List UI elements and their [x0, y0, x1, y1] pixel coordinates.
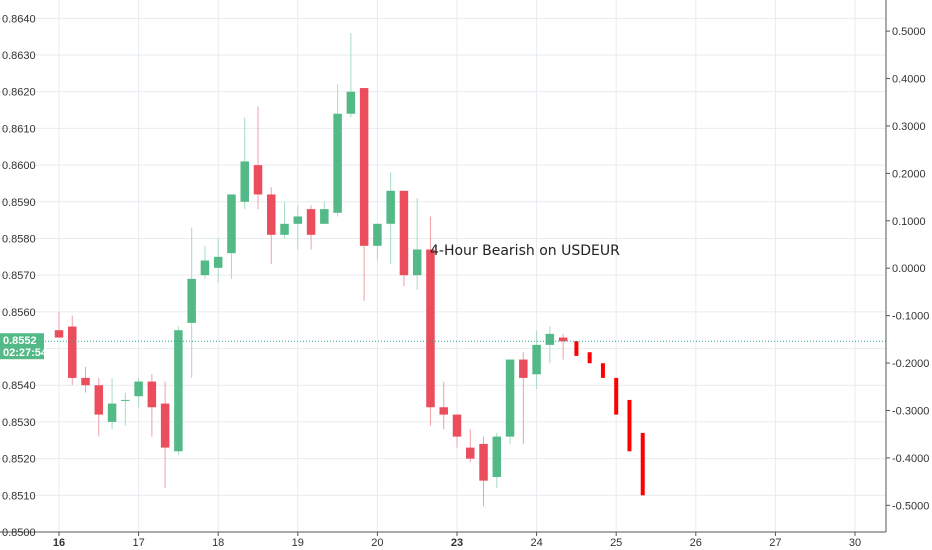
- x-tick-label: 20: [371, 537, 383, 549]
- last-price-label: 0.8552: [3, 335, 37, 347]
- y-right-tick-label: 0.0000: [892, 263, 926, 275]
- candle-body-up: [532, 344, 541, 375]
- projection-bar: [600, 363, 605, 378]
- candle-body-up: [346, 91, 356, 114]
- candle-body-down: [519, 359, 528, 378]
- candle-body-down: [81, 377, 90, 386]
- projection-bar: [640, 432, 645, 496]
- candle-body-down: [359, 88, 369, 246]
- x-tick-label: 16: [53, 537, 65, 549]
- candle-body-up: [320, 209, 329, 224]
- y-tick-label: 0.8530: [2, 417, 36, 429]
- y-right-tick-label: 0.4000: [892, 74, 926, 86]
- candle-body-up: [545, 333, 555, 345]
- candle-body-down: [160, 403, 170, 448]
- x-tick-label: 30: [849, 537, 861, 549]
- candle-body-down: [439, 407, 448, 415]
- x-tick-label: 17: [132, 537, 144, 549]
- candle-body-down: [399, 190, 409, 276]
- y-tick-label: 0.8560: [2, 307, 36, 319]
- x-tick-label: 18: [212, 537, 224, 549]
- candle-body-up: [492, 436, 502, 477]
- y-right-tick-label: -0.2000: [892, 358, 929, 370]
- projection-bar: [574, 341, 579, 356]
- countdown-label: 02:27:54: [3, 347, 48, 359]
- candle-body-up: [174, 330, 183, 452]
- y-tick-label: 0.8620: [2, 87, 36, 99]
- y-right-tick-label: 0.2000: [892, 168, 926, 180]
- candle-body-up: [187, 278, 196, 323]
- candle-body-down: [94, 385, 104, 415]
- y-tick-label: 0.8570: [2, 270, 36, 282]
- candle-body-down: [68, 326, 77, 378]
- projection-bar: [614, 377, 619, 415]
- chart-annotation: 4-Hour Bearish on USDEUR: [430, 243, 620, 259]
- y-right-tick-label: -0.3000: [892, 405, 929, 417]
- candle-body-down: [306, 209, 316, 235]
- y-tick-label: 0.8500: [2, 527, 36, 539]
- candle-body-down: [452, 414, 462, 437]
- left-price-axis: 0.85000.85100.85200.85300.85400.85500.85…: [2, 13, 36, 539]
- candle-body-up: [373, 223, 382, 246]
- candle-body-up: [412, 249, 422, 276]
- candle-body-up: [134, 381, 143, 397]
- candle-body-down: [147, 381, 157, 408]
- candle-body-down: [479, 443, 488, 481]
- y-tick-label: 0.8630: [2, 50, 36, 62]
- projection-bars: [574, 341, 645, 496]
- y-tick-label: 0.8640: [2, 13, 36, 25]
- y-tick-label: 0.8590: [2, 197, 36, 209]
- right-percent-axis: -0.5000 -0.4000 -0.3000 -0.2000 -0.1000 0.000…: [886, 26, 929, 512]
- y-tick-label: 0.8600: [2, 160, 36, 172]
- projection-bar: [587, 352, 592, 364]
- candle-body-up: [386, 190, 395, 224]
- x-tick-label: 26: [690, 537, 702, 549]
- x-tick-label: 25: [610, 537, 622, 549]
- candle-body-up: [293, 216, 303, 224]
- y-right-tick-label: -0.1000: [892, 311, 929, 323]
- candle-body-up: [213, 256, 223, 268]
- x-tick-label: 24: [530, 537, 542, 549]
- time-axis[interactable]: 16 17 18 19 20 23 24 25 26 27 30: [53, 532, 861, 549]
- y-right-tick-label: -0.4000: [892, 453, 929, 465]
- y-tick-label: 0.8610: [2, 123, 36, 135]
- candle-body-up: [240, 161, 249, 202]
- candle-body-up: [505, 359, 515, 437]
- y-right-tick-label: 0.1000: [892, 216, 926, 228]
- y-right-tick-label: 0.3000: [892, 121, 926, 133]
- x-tick-label: 19: [292, 537, 304, 549]
- candle-body-up: [333, 113, 342, 213]
- x-tick-label: 23: [451, 537, 463, 549]
- y-tick-label: 0.8540: [2, 380, 36, 392]
- candle-body-down: [54, 330, 64, 338]
- candle-body-down: [253, 165, 263, 195]
- last-price-box-bg: [0, 333, 44, 360]
- x-tick-label: 27: [769, 537, 781, 549]
- candle-body-up: [121, 399, 130, 401]
- y-right-tick-label: 0.5000: [892, 26, 926, 38]
- y-tick-label: 0.8580: [2, 233, 36, 245]
- projection-bar: [627, 399, 632, 452]
- candle-body-down: [558, 337, 568, 342]
- candle-body-up: [227, 194, 236, 254]
- candle-body-down: [426, 249, 435, 408]
- y-tick-label: 0.8510: [2, 490, 36, 502]
- candle-body-down: [267, 194, 276, 235]
- candle-body-up: [280, 223, 289, 235]
- grid: [0, 0, 886, 533]
- candle-body-down: [466, 447, 475, 459]
- candles: [54, 33, 568, 507]
- y-right-tick-label: -0.5000: [892, 500, 929, 512]
- candle-body-up: [200, 260, 210, 276]
- candle-body-up: [107, 403, 117, 422]
- y-tick-label: 0.8520: [2, 454, 36, 466]
